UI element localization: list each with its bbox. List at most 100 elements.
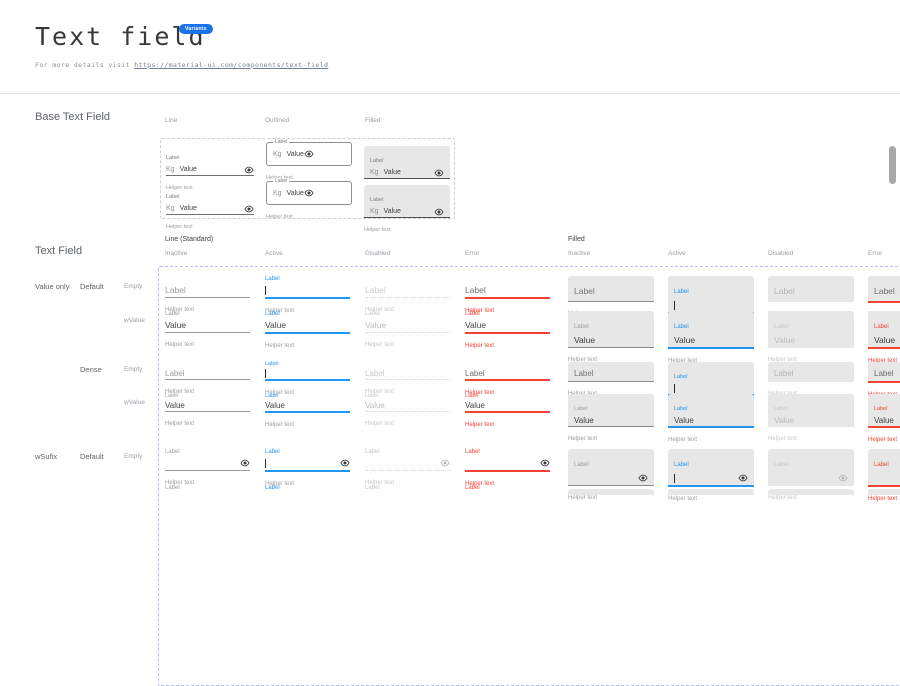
field-input[interactable]: Value (365, 400, 450, 411)
field-box[interactable]: Label (868, 362, 900, 383)
helper-text: Helper text (365, 342, 395, 348)
field-input[interactable]: Label (165, 368, 250, 379)
field-input[interactable]: Value (165, 318, 250, 332)
field-input[interactable]: Kg Value (166, 203, 254, 214)
field-input[interactable] (265, 283, 350, 297)
helper-text: Helper text (266, 214, 293, 220)
field-input[interactable]: Value (265, 318, 350, 332)
eye-icon[interactable] (304, 189, 314, 197)
field-input[interactable]: Value (774, 333, 848, 347)
text-field-line-error: Label Value Helper text (465, 393, 550, 431)
field-box[interactable]: Label (768, 362, 854, 382)
scrollbar-thumb[interactable] (889, 146, 896, 184)
field-box[interactable] (768, 489, 854, 495)
field-input[interactable]: Label (874, 280, 900, 301)
field-input[interactable]: Kg Value (370, 167, 444, 178)
field-input[interactable]: Label (774, 280, 848, 301)
eye-icon[interactable] (434, 208, 444, 216)
field-input[interactable]: Value (465, 400, 550, 411)
field-box[interactable]: Label (568, 449, 654, 486)
field-input[interactable]: Label (365, 368, 450, 379)
field-box[interactable]: Label Value (868, 311, 900, 349)
field-input[interactable]: Label (365, 283, 450, 297)
field-input[interactable]: Kg Value (273, 188, 314, 199)
eye-icon[interactable] (304, 150, 314, 158)
field-input[interactable]: Value (874, 415, 900, 426)
field-input[interactable]: Kg Value (166, 164, 254, 175)
state-header: Inactive (568, 250, 591, 257)
field-box[interactable] (568, 489, 654, 495)
field-input[interactable] (165, 456, 250, 470)
field-box[interactable] (868, 489, 900, 495)
eye-icon[interactable] (838, 474, 848, 482)
field-input[interactable]: Label (165, 283, 250, 297)
field-input[interactable]: Value (574, 415, 648, 426)
field-input[interactable] (574, 471, 648, 485)
field-box[interactable]: Label Value (568, 311, 654, 348)
eye-icon[interactable] (244, 166, 254, 174)
field-input[interactable]: Value (574, 333, 648, 347)
docs-link[interactable]: https://material-ui.com/components/text-… (134, 60, 329, 69)
field-box[interactable]: Label (568, 362, 654, 382)
field-box[interactable]: Label Kg Value (266, 178, 352, 205)
field-box[interactable]: Label (668, 449, 754, 487)
field-box[interactable]: Label Value (668, 311, 754, 349)
field-box[interactable]: Label (668, 276, 754, 314)
eye-icon[interactable] (440, 459, 450, 467)
field-input[interactable] (774, 471, 848, 485)
field-input[interactable]: Label (465, 368, 550, 379)
field-input[interactable]: Label (774, 365, 848, 381)
field-box[interactable]: Label Value (868, 394, 900, 428)
field-label: Label (265, 449, 280, 455)
eye-icon[interactable] (244, 205, 254, 213)
field-input[interactable] (265, 456, 350, 470)
field-box[interactable]: Label (868, 276, 900, 303)
field-input[interactable] (674, 298, 748, 312)
field-value: Value (383, 169, 401, 176)
text-field-line-inactive: Label Helper text (165, 275, 250, 316)
field-box[interactable]: Label Value (768, 394, 854, 427)
helper-text: Helper text (465, 390, 495, 396)
field-input[interactable]: Label (574, 365, 648, 381)
field-input[interactable]: Value (265, 400, 350, 411)
eye-icon[interactable] (738, 474, 748, 482)
field-box[interactable]: Label (868, 449, 900, 487)
field-box[interactable]: Label Value (668, 394, 754, 428)
field-input[interactable]: Label (465, 283, 550, 297)
field-input[interactable] (674, 471, 748, 485)
eye-icon[interactable] (240, 459, 250, 467)
eye-icon[interactable] (340, 459, 350, 467)
field-label: Label (774, 406, 788, 412)
field-input[interactable] (874, 471, 900, 485)
field-input[interactable]: Label (874, 365, 900, 381)
field-box[interactable]: Label Value (568, 394, 654, 427)
field-box[interactable]: Label (768, 449, 854, 486)
eye-icon[interactable] (540, 459, 550, 467)
field-box[interactable]: Label (768, 276, 854, 302)
field-input[interactable]: Value (365, 318, 450, 332)
field-box[interactable]: Label (668, 362, 754, 396)
field-box[interactable] (668, 489, 754, 495)
field-input[interactable]: Value (165, 400, 250, 411)
field-input[interactable]: Value (674, 415, 748, 426)
field-input[interactable]: Value (674, 333, 748, 347)
field-box[interactable]: Label (568, 276, 654, 302)
field-input[interactable]: Value (465, 318, 550, 332)
field-input[interactable]: Kg Value (370, 206, 444, 217)
field-box[interactable]: Label Kg Value (364, 185, 450, 218)
field-box[interactable]: Label Kg Value (364, 146, 450, 179)
field-input[interactable]: Value (874, 333, 900, 347)
field-input[interactable]: Kg Value (273, 149, 314, 160)
field-input[interactable] (365, 456, 450, 470)
text-field-line-disabled: Label (365, 484, 450, 492)
field-label: Label (574, 462, 589, 468)
eye-icon[interactable] (434, 169, 444, 177)
eye-icon[interactable] (638, 474, 648, 482)
field-input[interactable]: Value (774, 415, 848, 426)
field-input[interactable] (265, 368, 350, 379)
field-input[interactable] (465, 456, 550, 470)
field-input[interactable]: Label (574, 280, 648, 301)
field-box[interactable]: Label Value (768, 311, 854, 348)
field-box[interactable]: Label Kg Value (266, 139, 352, 166)
field-input[interactable] (674, 383, 748, 394)
